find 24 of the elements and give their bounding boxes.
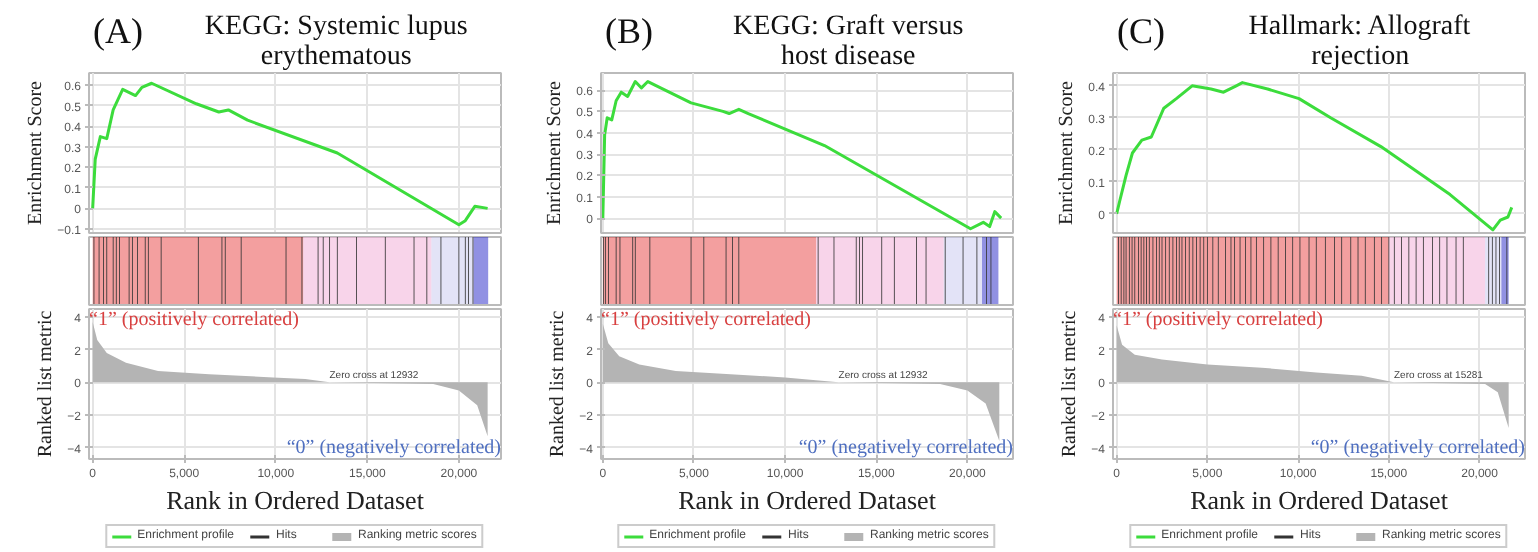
y-axis-title: Enrichment Score (544, 79, 567, 225)
annotation: “1” (positively correlated) (1113, 309, 1323, 331)
text: (C) (1117, 11, 1166, 52)
text: (B) (605, 11, 654, 52)
x-axis-title: Rank in Ordered Dataset (678, 485, 937, 515)
line-series (601, 80, 1003, 231)
x-axis-title: Rank in Ordered Dataset (166, 485, 425, 515)
x-axis-title: Rank in Ordered Dataset (1190, 485, 1449, 515)
annotation: “0” (negatively correlated) (798, 437, 1014, 459)
y-axis-title: Ranked list metric (35, 309, 58, 458)
y-axis-title: Ranked list metric (1059, 309, 1082, 458)
annotation: “1” (positively correlated) (89, 309, 299, 331)
text: (A) (93, 11, 144, 52)
annotation: “1” (positively correlated) (601, 309, 811, 331)
annotation: “0” (negatively correlated) (286, 437, 502, 459)
chart-title: KEGG: Systemic lupus erythematous (204, 11, 468, 72)
line-series (1115, 81, 1514, 232)
chart-title: KEGG: Graft versus host disease (733, 11, 964, 72)
annotation: “0” (negatively correlated) (1310, 437, 1526, 459)
y-axis-title: Enrichment Score (25, 79, 48, 225)
line-series (91, 81, 490, 227)
y-axis-title: Enrichment Score (1056, 79, 1079, 225)
y-axis-title: Ranked list metric (547, 309, 570, 458)
chart-title: Hallmark: Allograft rejection (1248, 11, 1471, 72)
